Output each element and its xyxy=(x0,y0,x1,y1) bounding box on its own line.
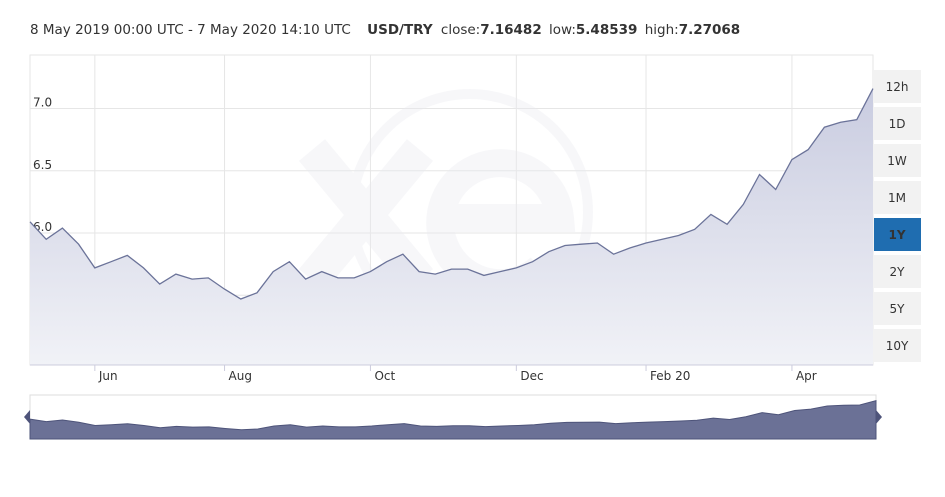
area xyxy=(30,88,873,365)
range-button[interactable]: 1M xyxy=(874,181,921,214)
x-tick-label: Oct xyxy=(374,369,395,383)
high-value: 7.27068 xyxy=(679,22,741,38)
range-button[interactable]: 1Y xyxy=(874,218,921,251)
navigator-handle xyxy=(24,410,30,424)
line xyxy=(29,88,874,300)
range-button[interactable]: 5Y xyxy=(874,292,921,325)
range-button[interactable]: 12h xyxy=(874,70,921,103)
x-tick-label: Apr xyxy=(796,369,817,383)
range-button-bg[interactable] xyxy=(874,181,921,214)
range-button-label[interactable]: 1M xyxy=(888,191,906,205)
range-button-bg[interactable] xyxy=(874,329,921,362)
x-tick-label: Aug xyxy=(229,369,252,383)
navigator-handle xyxy=(876,410,882,424)
x-tick-label: Dec xyxy=(520,369,543,383)
range-button-bg[interactable] xyxy=(874,292,921,325)
range-button-label[interactable]: 5Y xyxy=(890,302,906,316)
navigator xyxy=(24,394,882,440)
x-tick-label: Feb 20 xyxy=(650,369,690,383)
close-label: close: xyxy=(441,22,480,38)
range-button-label[interactable]: 1Y xyxy=(888,228,905,242)
range-button-label[interactable]: 12h xyxy=(886,80,909,94)
range-button-bg[interactable] xyxy=(874,107,921,140)
low-label: low: xyxy=(549,22,576,38)
y-tick-label: 7.0 xyxy=(33,96,52,110)
range-button-bg[interactable] xyxy=(874,144,921,177)
range-button-label[interactable]: 1D xyxy=(889,117,906,131)
range-button-bg[interactable] xyxy=(874,255,921,288)
range-button-bg[interactable] xyxy=(874,70,921,103)
range-button-bg[interactable] xyxy=(874,218,921,251)
date-range: 8 May 2019 00:00 UTC - 7 May 2020 14:10 … xyxy=(30,22,351,38)
range-button[interactable]: 2Y xyxy=(874,255,921,288)
close-value: 7.16482 xyxy=(480,22,542,38)
range-button-label[interactable]: 2Y xyxy=(890,265,906,279)
range-button[interactable]: 1D xyxy=(874,107,921,140)
range-button[interactable]: 1W xyxy=(874,144,921,177)
navigator-area xyxy=(29,400,877,440)
low-value: 5.48539 xyxy=(576,22,638,38)
x-tick-label: Jun xyxy=(98,369,118,383)
range-button-label[interactable]: 10Y xyxy=(886,339,909,353)
range-buttons: 12h 1D 1W 1M 1Y 2Y 5Y 10Y xyxy=(874,70,921,362)
y-tick-label: 6.5 xyxy=(33,158,52,172)
range-button-label[interactable]: 1W xyxy=(887,154,907,168)
high-label: high: xyxy=(645,22,679,38)
header: 8 May 2019 00:00 UTC - 7 May 2020 14:10 … xyxy=(30,22,740,38)
range-button[interactable]: 10Y xyxy=(874,329,921,362)
pair: USD/TRY xyxy=(367,22,433,38)
